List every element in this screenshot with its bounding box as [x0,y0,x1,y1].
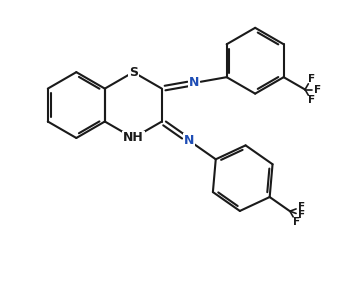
Text: F: F [314,85,321,94]
Text: N: N [184,134,194,147]
Text: S: S [129,66,138,79]
Text: F: F [308,95,315,105]
Text: F: F [293,217,300,227]
Text: F: F [298,202,305,212]
Text: NH: NH [123,132,144,144]
Text: N: N [189,76,199,89]
Text: F: F [298,210,305,220]
Text: F: F [308,74,315,84]
